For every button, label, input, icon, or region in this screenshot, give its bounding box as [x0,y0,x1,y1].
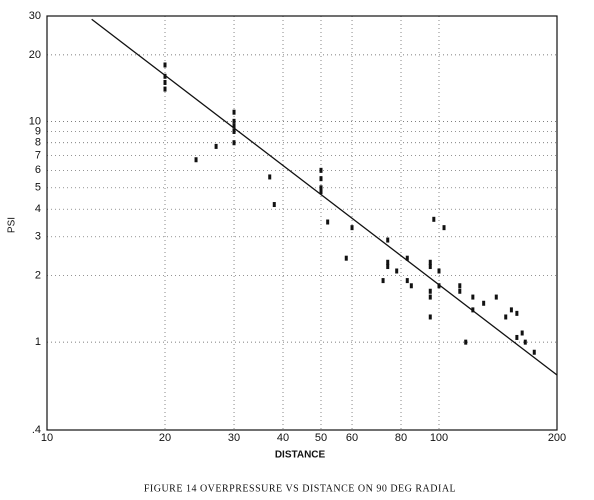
data-point [442,225,446,231]
data-point [163,79,167,85]
data-point [326,219,330,225]
data-point [319,189,323,195]
data-point [386,237,390,243]
data-point [232,140,236,146]
caption: FIGURE 14 OVERPRESSURE VS DISTANCE ON 90… [144,483,456,494]
data-point [509,307,513,313]
x-tick-label: 30 [228,432,240,444]
data-point [350,225,354,231]
y-tick-label: 4 [35,203,41,215]
data-point [386,264,390,270]
data-point [395,268,399,274]
data-point [428,314,432,320]
data-point [319,167,323,173]
data-point [344,255,348,261]
data-point [458,283,462,289]
x-axis-label: DISTANCE [275,450,326,461]
data-point [515,310,519,316]
data-point [163,73,167,79]
data-point [432,216,436,222]
x-tick-label: 10 [41,432,53,444]
y-tick-label: 7 [35,149,41,161]
x-tick-label: 50 [315,432,327,444]
x-tick-label: 20 [159,432,171,444]
data-point [428,259,432,265]
y-tick-label: 2 [35,270,41,282]
data-point [482,300,486,306]
data-point [405,278,409,284]
y-tick-label: 3 [35,231,41,243]
data-point [194,157,198,163]
data-point [381,278,385,284]
data-point [437,268,441,274]
y-axis-label: PSI [7,217,18,233]
y-tick-label: 9 [35,125,41,137]
data-point [409,283,413,289]
data-point [532,349,536,355]
data-point [272,202,276,208]
x-tick-label: 60 [346,432,358,444]
y-tick-label: 20 [29,49,41,61]
data-point [428,264,432,270]
x-tick-label: 40 [277,432,289,444]
y-tick-label: 1 [35,336,41,348]
data-point [515,334,519,340]
data-point [428,294,432,300]
y-tick-label: 30 [29,10,41,22]
data-point [494,294,498,300]
data-point [319,185,323,191]
data-point [163,62,167,68]
y-tick-label: 10 [29,115,41,127]
data-point [232,109,236,115]
data-point [386,259,390,265]
y-tick-label: 5 [35,182,41,194]
data-point [428,288,432,294]
data-point [405,255,409,261]
x-tick-label: 80 [395,432,407,444]
data-point [232,123,236,129]
fit-line [91,18,558,376]
data-point [464,339,468,345]
data-point [319,176,323,182]
plot-frame [46,15,558,431]
data-point [268,174,272,180]
y-tick-label: 6 [35,164,41,176]
x-tick-label: 200 [548,432,566,444]
data-point [163,86,167,92]
data-point [232,118,236,124]
data-point [520,330,524,336]
y-tick-label: 8 [35,137,41,149]
x-tick-label: 100 [430,432,448,444]
data-point [523,339,527,345]
data-point [437,283,441,289]
data-point [504,314,508,320]
data-point [232,128,236,134]
y-tick-label: .4 [32,424,41,436]
data-point [471,294,475,300]
data-point [458,288,462,294]
data-point [214,143,218,149]
